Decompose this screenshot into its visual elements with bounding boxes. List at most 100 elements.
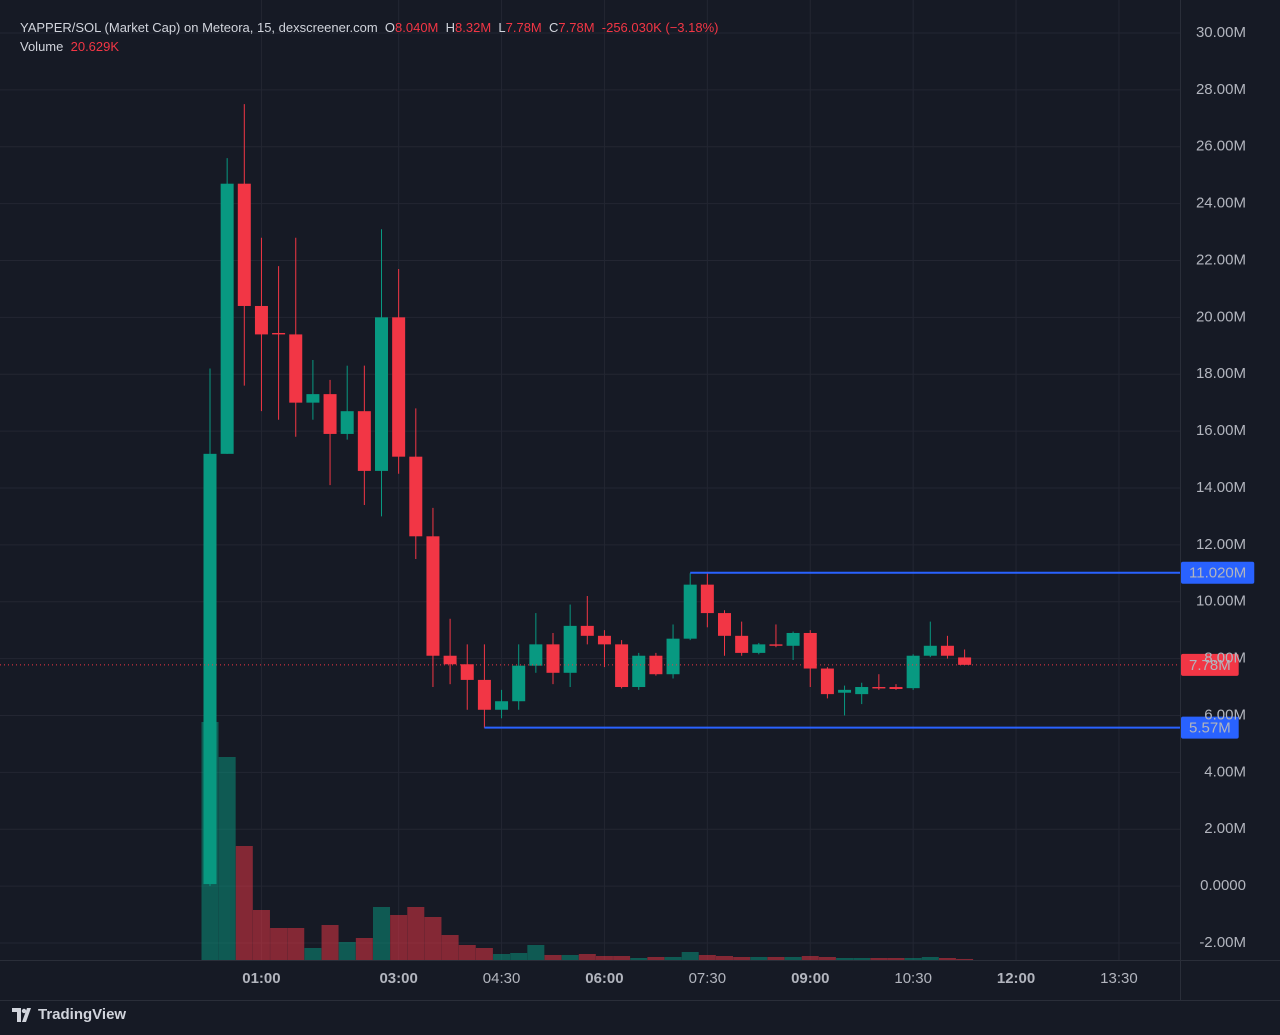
legend-key: Volume bbox=[20, 39, 64, 54]
volume-bar bbox=[887, 958, 905, 960]
volume-bar bbox=[424, 917, 442, 960]
volume-bar bbox=[801, 956, 819, 960]
y-tick-label: 6.00M bbox=[1204, 706, 1246, 723]
volume-bar bbox=[321, 925, 339, 960]
x-tick-label: 13:30 bbox=[1100, 970, 1138, 987]
candle-body bbox=[460, 664, 474, 680]
volume-bar bbox=[767, 957, 785, 960]
candle-body bbox=[306, 394, 320, 403]
legend-line: Volume 20.629K bbox=[20, 39, 119, 54]
candle-body bbox=[392, 317, 406, 457]
price-tag-label: 7.78M bbox=[1189, 657, 1231, 674]
candle-body bbox=[940, 645, 954, 656]
volume-bar bbox=[510, 953, 528, 960]
candle-body bbox=[203, 453, 217, 885]
volume-bar bbox=[938, 958, 956, 960]
y-tick-label: 30.00M bbox=[1196, 24, 1246, 41]
volume-bar bbox=[630, 958, 648, 960]
candle-body bbox=[735, 635, 749, 653]
candle-body bbox=[597, 635, 611, 645]
candle-body bbox=[649, 655, 663, 675]
volume-bar bbox=[595, 956, 613, 960]
volume-bar bbox=[664, 957, 682, 960]
y-tick-label: 22.00M bbox=[1196, 251, 1246, 268]
volume-bar bbox=[870, 958, 888, 960]
x-tick-label: 06:00 bbox=[585, 970, 623, 987]
legend-key: L bbox=[498, 20, 506, 35]
x-tick-label: 04:30 bbox=[483, 970, 521, 987]
x-tick-label: 10:30 bbox=[894, 970, 932, 987]
volume-bar bbox=[441, 935, 459, 960]
price-tag bbox=[1181, 561, 1255, 584]
volume-bar bbox=[493, 954, 511, 960]
price-tag bbox=[1181, 716, 1239, 739]
candle-body bbox=[923, 645, 937, 656]
x-tick-label: 09:00 bbox=[791, 970, 829, 987]
candle-body bbox=[546, 644, 560, 673]
candle-body bbox=[426, 536, 440, 656]
volume-bar bbox=[836, 958, 854, 960]
candle-body bbox=[906, 655, 920, 689]
legend-change: -256.030K (−3.18%) bbox=[601, 20, 719, 35]
candle-body bbox=[666, 638, 680, 675]
candle-body bbox=[220, 183, 234, 454]
legend-key: C bbox=[549, 20, 559, 35]
legend-symbol: YAPPER/SOL (Market Cap) on Meteora, 15, … bbox=[20, 20, 378, 35]
candle-body bbox=[254, 305, 268, 335]
volume-bar bbox=[407, 907, 425, 960]
candle-body bbox=[563, 625, 577, 673]
x-tick-label: 12:00 bbox=[997, 970, 1035, 987]
candle-body bbox=[632, 655, 646, 688]
candle-body bbox=[512, 665, 526, 702]
candle-body bbox=[786, 632, 800, 646]
candle-body bbox=[580, 625, 594, 636]
y-tick-label: 26.00M bbox=[1196, 138, 1246, 155]
price-tag-label: 11.020M bbox=[1189, 565, 1246, 582]
volume-bar bbox=[287, 928, 305, 960]
candle-body bbox=[718, 613, 731, 636]
candle-body bbox=[237, 183, 251, 306]
y-tick-label: 0.0000 bbox=[1200, 877, 1246, 894]
volume-bar bbox=[921, 957, 939, 960]
volume-bar bbox=[818, 957, 836, 960]
y-tick-label: 16.00M bbox=[1196, 422, 1246, 439]
y-tick-label: 20.00M bbox=[1196, 308, 1246, 325]
candle-body bbox=[889, 687, 903, 690]
volume-bar bbox=[544, 955, 562, 960]
candle-body bbox=[375, 317, 388, 471]
volume-bar bbox=[784, 957, 802, 960]
candle-body bbox=[289, 334, 303, 403]
candle-body bbox=[958, 657, 972, 665]
legend-line: YAPPER/SOL (Market Cap) on Meteora, 15, … bbox=[20, 20, 718, 35]
candle-body bbox=[855, 687, 869, 695]
y-tick-label: 4.00M bbox=[1204, 763, 1246, 780]
candle-body bbox=[529, 644, 543, 666]
price-tag bbox=[1181, 653, 1239, 676]
volume-bar bbox=[475, 948, 493, 960]
legend-key: H bbox=[445, 20, 456, 35]
volume-bar bbox=[252, 910, 270, 960]
candle-body bbox=[477, 679, 491, 710]
candle-body bbox=[752, 644, 766, 653]
plot-background bbox=[0, 0, 1180, 960]
y-tick-label: -2.00M bbox=[1199, 934, 1246, 951]
volume-bar bbox=[458, 945, 476, 960]
x-tick-label: 01:00 bbox=[242, 970, 280, 987]
x-tick-label: 07:30 bbox=[689, 970, 727, 987]
volume-bar bbox=[390, 915, 408, 960]
volume-bar bbox=[561, 955, 579, 960]
candle-body bbox=[872, 687, 886, 689]
legend-value: 8.040M bbox=[395, 20, 439, 35]
candle-body bbox=[820, 668, 834, 695]
legend-value: 7.78M bbox=[505, 20, 542, 35]
y-tick-label: 24.00M bbox=[1196, 195, 1246, 212]
candle-body bbox=[409, 456, 423, 537]
volume-bar bbox=[578, 954, 596, 960]
volume-bar bbox=[956, 958, 974, 960]
candle-body bbox=[683, 584, 697, 639]
legend-value: 8.32M bbox=[455, 20, 492, 35]
volume-bar bbox=[527, 945, 545, 960]
volume-bar bbox=[750, 957, 768, 960]
